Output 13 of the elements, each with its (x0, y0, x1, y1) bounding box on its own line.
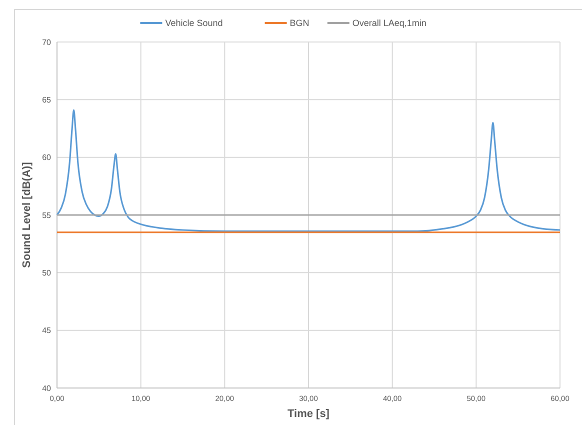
y-tick-label: 55 (42, 210, 52, 220)
line-series (56, 109, 561, 232)
legend-label: Overall LAeq,1min (352, 18, 426, 28)
legend-label: BGN (290, 18, 310, 28)
y-tick-label: 50 (42, 268, 52, 278)
y-tick-label: 65 (42, 95, 52, 104)
y-axis-title: Sound Level [dB(A)] (21, 162, 33, 268)
y-tick-label: 40 (42, 384, 52, 393)
y-tick-label: 45 (42, 326, 52, 336)
x-axis-title: Time [s] (288, 408, 330, 420)
y-tick-label: 60 (42, 153, 52, 162)
legend-label: Vehicle Sound (165, 18, 223, 28)
y-tick-label: 70 (42, 38, 52, 47)
